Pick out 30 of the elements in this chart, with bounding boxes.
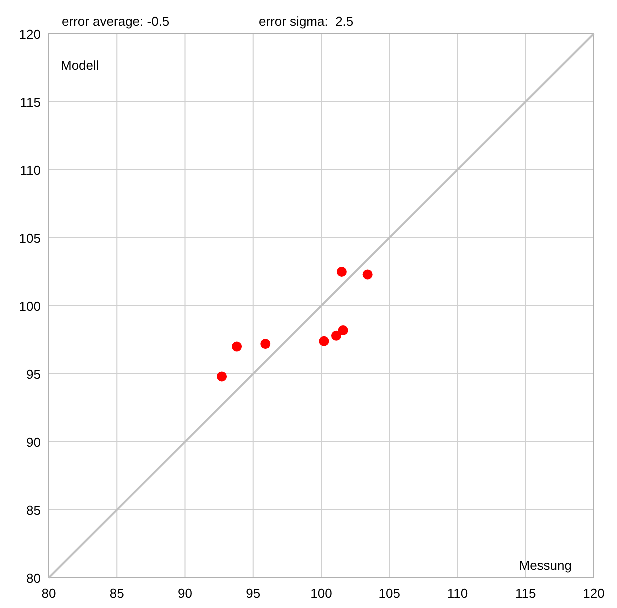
text: error sigma: 2.5 [259, 14, 354, 29]
point [331, 330, 342, 341]
y-axis-title: Modell [61, 58, 100, 73]
x-tick-label: 85 [110, 586, 124, 601]
x-tick-label: 95 [246, 586, 261, 601]
x-tick-label: 115 [516, 586, 536, 601]
point [217, 372, 228, 382]
y-tick-label: 90 [26, 435, 41, 450]
point [336, 267, 347, 277]
point [260, 339, 271, 350]
x-tick-label: 90 [178, 586, 192, 601]
x-tick-label: 120 [583, 586, 605, 601]
y-tick-label: 105 [19, 231, 41, 246]
point [232, 342, 242, 352]
x-tick-label: 105 [378, 586, 400, 601]
x-tick-label: 100 [310, 586, 332, 601]
point [338, 325, 348, 336]
y-tick-label: 80 [26, 571, 41, 586]
y-tick-label: 115 [20, 95, 41, 110]
y-tick-label: 110 [20, 163, 41, 178]
x-tick-label: 80 [42, 586, 56, 601]
x-axis-title: Messung [519, 558, 572, 573]
point [319, 336, 330, 346]
y-tick-label: 100 [19, 299, 41, 314]
y-tick-label: 95 [26, 367, 41, 382]
y-tick-label: 120 [19, 27, 41, 42]
y-tick-label: 85 [26, 503, 41, 518]
text: error average: -0.5 [62, 14, 170, 29]
point [362, 270, 373, 280]
x-tick-label: 110 [447, 586, 468, 601]
